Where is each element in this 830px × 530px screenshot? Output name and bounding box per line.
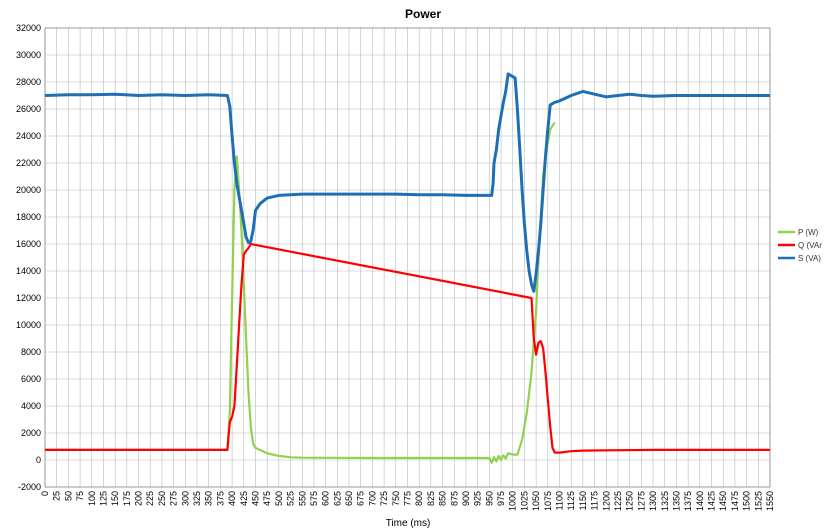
plot-area-border: [44, 27, 771, 488]
x-tick-label: 25: [52, 491, 62, 501]
x-tick-label: 125: [98, 491, 108, 506]
x-tick-label: 1475: [730, 491, 740, 511]
x-tick-label: 900: [461, 491, 471, 506]
y-tick-label: 6000: [21, 374, 41, 384]
x-tick-label: 975: [496, 491, 506, 506]
x-tick-label: 1250: [625, 491, 635, 511]
x-tick-label: 1500: [742, 491, 752, 511]
x-tick-label: 875: [449, 491, 459, 506]
y-tick-label: 30000: [16, 50, 41, 60]
x-tick-label: 1100: [555, 491, 565, 510]
y-tick-label: 12000: [16, 293, 41, 303]
x-tick-label: 1375: [683, 491, 693, 511]
x-tick-label: 0: [40, 491, 50, 496]
x-tick-label: 200: [134, 491, 144, 506]
x-tick-label: 800: [414, 491, 424, 506]
y-tick-label: 20000: [16, 185, 41, 195]
x-tick-label: 1275: [636, 491, 646, 511]
x-tick-label: 325: [192, 491, 202, 506]
legend: P (W) Q (VAr S (VA): [778, 228, 822, 263]
grid: [44, 27, 771, 488]
x-axis-ticks: 0 25 50 75 100 125 150 175 200 225 250 275 300 325 350…: [40, 491, 775, 511]
x-tick-label: 1525: [753, 491, 763, 511]
x-tick-label: 725: [379, 491, 389, 506]
x-tick-label: 1000: [508, 491, 518, 511]
x-tick-label: 1050: [531, 491, 541, 511]
x-tick-label: 75: [75, 491, 85, 501]
x-tick-label: 100: [87, 491, 97, 506]
x-tick-label: 850: [438, 491, 448, 506]
series-line-1: [45, 121, 556, 464]
x-tick-label: 675: [356, 491, 366, 506]
series-line-2: [45, 242, 770, 454]
x-tick-label: 1550: [765, 491, 775, 511]
y-axis-ticks: -2000 0 2000 4000 6000 8000 10000 12000 14000 160…: [16, 23, 41, 492]
x-tick-label: 925: [473, 491, 483, 506]
x-tick-label: 825: [426, 491, 436, 506]
x-tick-label: 425: [239, 491, 249, 506]
legend-label: Q (VAr: [798, 241, 822, 250]
x-tick-label: 300: [180, 491, 190, 506]
x-tick-label: 600: [321, 491, 331, 506]
x-tick-label: 225: [145, 491, 155, 506]
x-tick-label: 1300: [648, 491, 658, 511]
series: [44, 72, 770, 464]
x-tick-label: 1450: [718, 491, 728, 511]
x-tick-label: 500: [274, 491, 284, 506]
x-tick-label: 150: [110, 491, 120, 506]
x-tick-label: 1150: [578, 491, 588, 510]
legend-label: P (W): [798, 228, 819, 237]
y-tick-label: 8000: [21, 347, 41, 357]
x-tick-label: 625: [332, 491, 342, 506]
x-tick-label: 450: [250, 491, 260, 506]
x-tick-label: 1400: [695, 491, 705, 511]
x-tick-label: 1025: [519, 491, 529, 511]
x-tick-label: 400: [227, 491, 237, 506]
x-tick-label: 1200: [601, 491, 611, 511]
x-tick-label: 700: [367, 491, 377, 506]
x-tick-label: 650: [344, 491, 354, 506]
series-line-3: [44, 72, 770, 293]
y-tick-label: 10000: [16, 320, 41, 330]
x-tick-label: 525: [286, 491, 296, 506]
y-tick-label: 16000: [16, 239, 41, 249]
y-tick-label: 26000: [16, 104, 41, 114]
x-tick-label: 275: [169, 491, 179, 506]
x-tick-label: 750: [391, 491, 401, 506]
x-tick-label: 1350: [671, 491, 681, 511]
x-tick-label: 1175: [590, 491, 600, 510]
x-tick-label: 1075: [543, 491, 553, 511]
x-axis-label: Time (ms): [386, 518, 431, 529]
x-tick-label: 950: [484, 491, 494, 506]
y-tick-label: 22000: [16, 158, 41, 168]
y-tick-label: 4000: [21, 401, 41, 411]
x-tick-label: 575: [309, 491, 319, 506]
x-tick-label: 1225: [613, 491, 623, 511]
x-tick-label: 475: [262, 491, 272, 506]
y-tick-label: 0: [36, 455, 41, 465]
y-tick-label: -2000: [18, 482, 41, 492]
x-tick-label: 175: [122, 491, 132, 506]
x-tick-label: 1125: [566, 491, 576, 510]
y-tick-label: 14000: [16, 266, 41, 276]
y-tick-label: 28000: [16, 77, 41, 87]
x-tick-label: 50: [63, 491, 73, 501]
y-tick-label: 32000: [16, 23, 41, 33]
x-tick-label: 775: [403, 491, 413, 506]
y-tick-label: 18000: [16, 212, 41, 222]
y-tick-label: 24000: [16, 131, 41, 141]
legend-label: S (VA): [798, 254, 821, 263]
x-tick-label: 550: [297, 491, 307, 506]
x-tick-label: 1425: [707, 491, 717, 511]
x-tick-label: 1325: [660, 491, 670, 511]
chart-title: Power: [405, 7, 441, 21]
x-tick-label: 350: [204, 491, 214, 506]
x-tick-label: 250: [157, 491, 167, 506]
x-tick-label: 375: [215, 491, 225, 506]
y-tick-label: 2000: [21, 428, 41, 438]
